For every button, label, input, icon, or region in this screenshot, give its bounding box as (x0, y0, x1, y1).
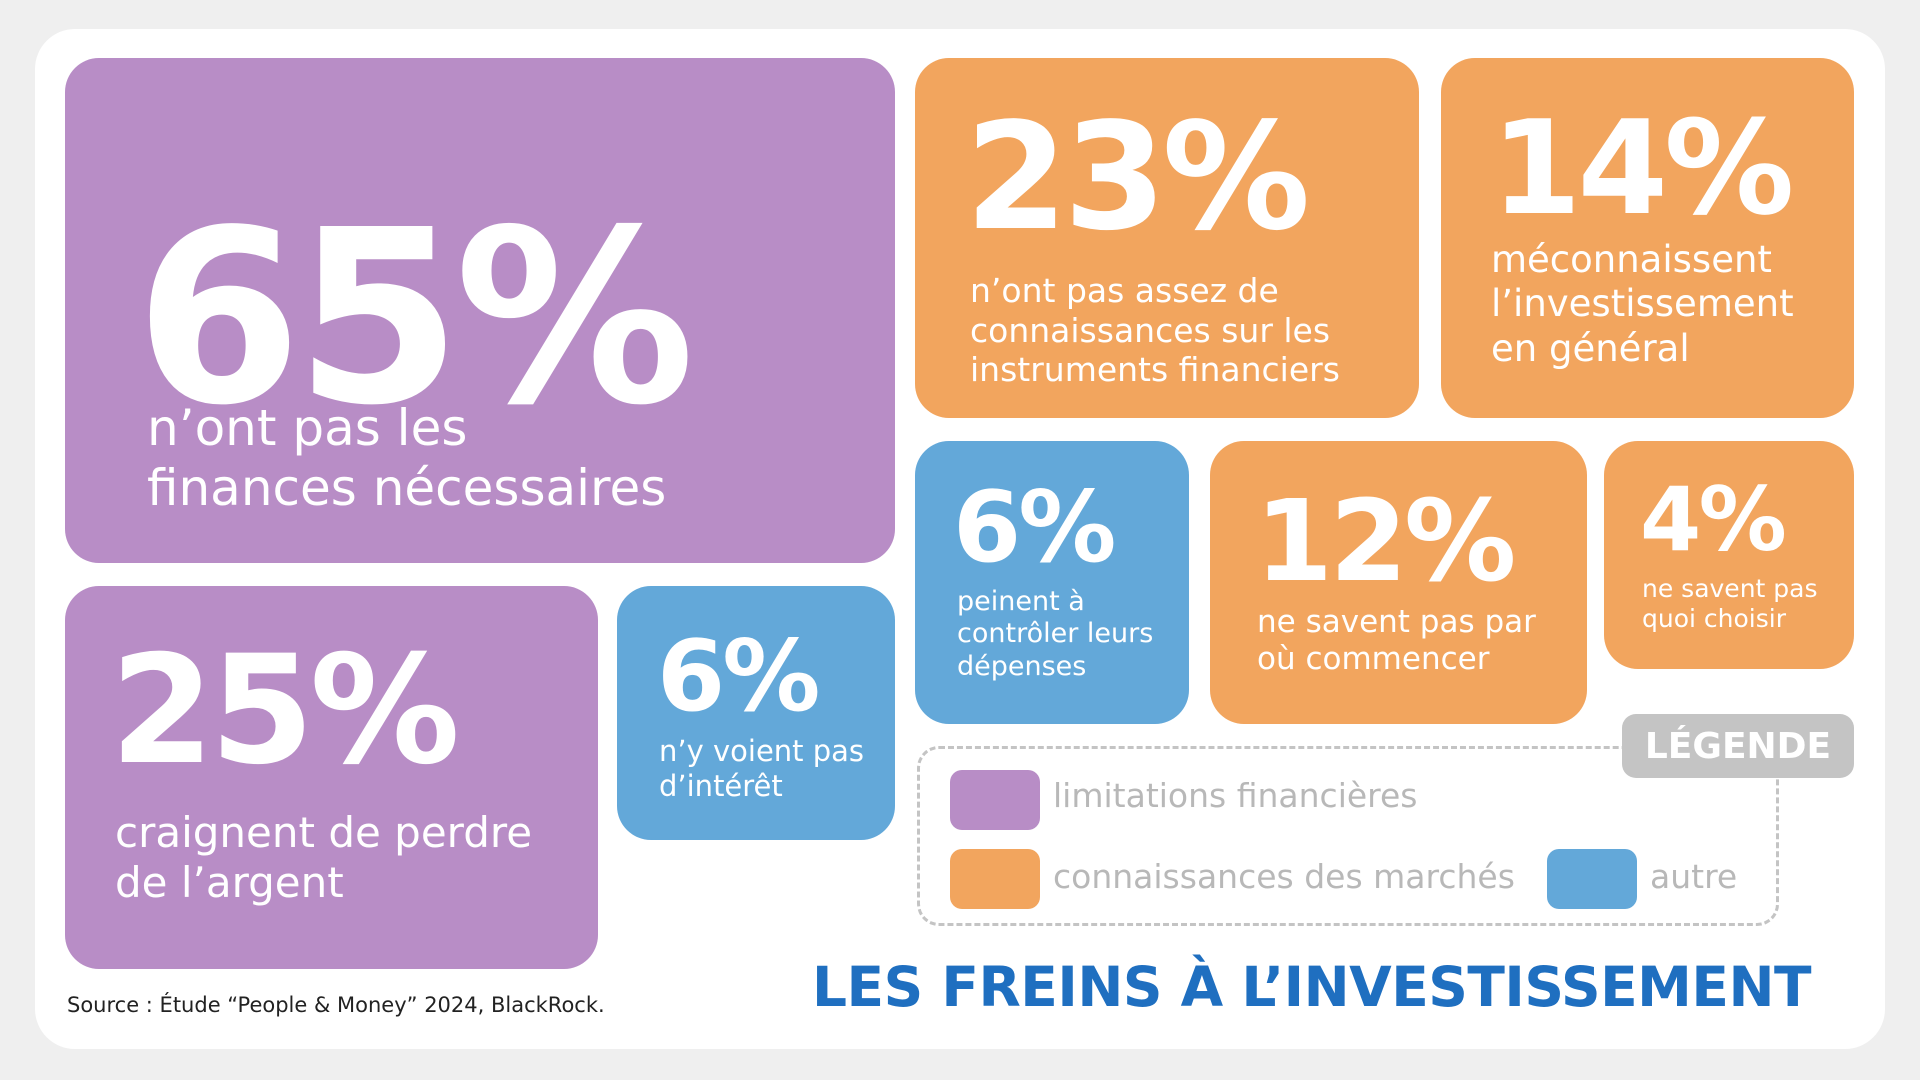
stat-value: 25% (110, 624, 460, 798)
stat-tile-23: 23% n’ont pas assez de connaissances sur… (915, 58, 1419, 418)
stat-value: 65% (135, 178, 695, 458)
stat-value: 6% (657, 620, 820, 734)
legend-swatch-limitations (950, 770, 1040, 830)
stat-value: 23% (965, 91, 1310, 263)
legend-label-autre: autre (1650, 857, 1738, 896)
stat-tile-65: 65% n’ont pas les finances nécessaires (65, 58, 895, 563)
stat-label: peinent à contrôler leurs dépenses (957, 586, 1154, 682)
stat-label-line-1: n’ont pas les (147, 399, 468, 457)
stat-tile-25: 25% craignent de perdre de l’argent (65, 586, 598, 969)
stat-label: craignent de perdre de l’argent (115, 808, 533, 908)
stat-tile-6-interest: 6% n’y voient pas d’intérêt (617, 586, 895, 840)
legend-label-limitations: limitations financières (1053, 776, 1418, 815)
stat-label: ne savent pas par où commencer (1257, 604, 1536, 678)
stat-value: 6% (953, 471, 1116, 585)
stat-label: méconnaissent l’investissement en généra… (1491, 238, 1794, 370)
legend-title: LÉGENDE (1622, 714, 1854, 778)
stat-label: ne savent pas quoi choisir (1642, 574, 1818, 633)
source-note: Source : Étude “People & Money” 2024, Bl… (67, 993, 605, 1017)
legend-swatch-connaissances (950, 849, 1040, 909)
legend-box (917, 746, 1779, 926)
stat-value: 4% (1640, 468, 1787, 571)
chart-title: LES FREINS À L’INVESTISSEMENT (812, 955, 1812, 1019)
legend-label-connaissances: connaissances des marchés (1053, 857, 1515, 896)
stat-value: 12% (1255, 477, 1516, 607)
stat-label-line-2: finances nécessaires (147, 459, 667, 517)
legend-swatch-autre (1547, 849, 1637, 909)
stat-tile-6-spending: 6% peinent à contrôler leurs dépenses (915, 441, 1189, 724)
stat-value: 14% (1491, 92, 1794, 244)
stat-label: n’ont pas les finances nécessaires (147, 398, 747, 518)
stat-tile-14: 14% méconnaissent l’investissement en gé… (1441, 58, 1854, 418)
stat-label: n’y voient pas d’intérêt (659, 734, 865, 803)
stat-tile-12: 12% ne savent pas par où commencer (1210, 441, 1587, 724)
stat-label: n’ont pas assez de connaissances sur les… (970, 271, 1340, 390)
stat-tile-4: 4% ne savent pas quoi choisir (1604, 441, 1854, 669)
